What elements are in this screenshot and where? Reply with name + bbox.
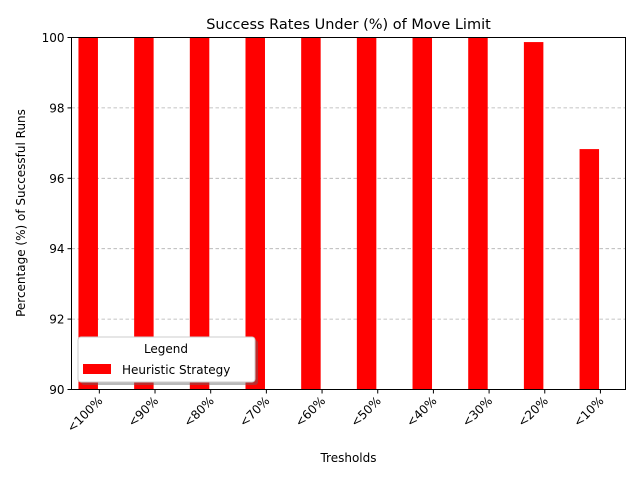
legend-title: Legend (144, 342, 188, 356)
bar (189, 37, 210, 390)
x-tick-label: <10% (571, 394, 607, 430)
bar (412, 37, 433, 390)
x-tick-label: <80% (181, 394, 217, 430)
bar (468, 37, 488, 390)
bar (301, 37, 321, 390)
y-axis-title: Percentage (%) of Successful Runs (14, 109, 28, 317)
x-tick-label: <50% (348, 394, 384, 430)
x-tick-label: <70% (237, 394, 273, 430)
bar (523, 42, 544, 390)
y-tick-label: 96 (49, 172, 64, 186)
y-tick-label: 90 (49, 383, 64, 397)
bar (356, 37, 377, 390)
x-axis-title: Tresholds (319, 451, 376, 465)
x-tick-label: <20% (515, 394, 551, 430)
x-tick-label: <30% (459, 394, 495, 430)
plot-frame (71, 37, 626, 390)
y-tick-label: 100 (42, 31, 65, 45)
bars (78, 37, 600, 390)
legend: Legend Heuristic Strategy (77, 336, 258, 385)
y-tick-label: 94 (49, 242, 64, 256)
y-axis-ticks: 90 92 94 96 98 100 (42, 31, 72, 397)
bar (134, 37, 154, 390)
legend-swatch (83, 364, 111, 374)
legend-box (77, 336, 256, 383)
x-tick-label: <90% (125, 394, 161, 430)
y-tick-label: 92 (49, 313, 64, 327)
bar (579, 149, 600, 390)
x-axis-ticks: <100% <90% <80% <70% <60% <50% <40% <30% <20% <10… (64, 389, 607, 435)
x-tick-label: <100% (64, 394, 105, 435)
chart-title: Success Rates Under (%) of Move Limit (206, 17, 491, 33)
y-tick-label: 98 (49, 101, 64, 115)
legend-label: Heuristic Strategy (122, 363, 230, 377)
x-tick-label: <60% (292, 394, 328, 430)
x-tick-label: <40% (404, 394, 440, 430)
bar (245, 37, 265, 390)
bar (78, 37, 98, 390)
